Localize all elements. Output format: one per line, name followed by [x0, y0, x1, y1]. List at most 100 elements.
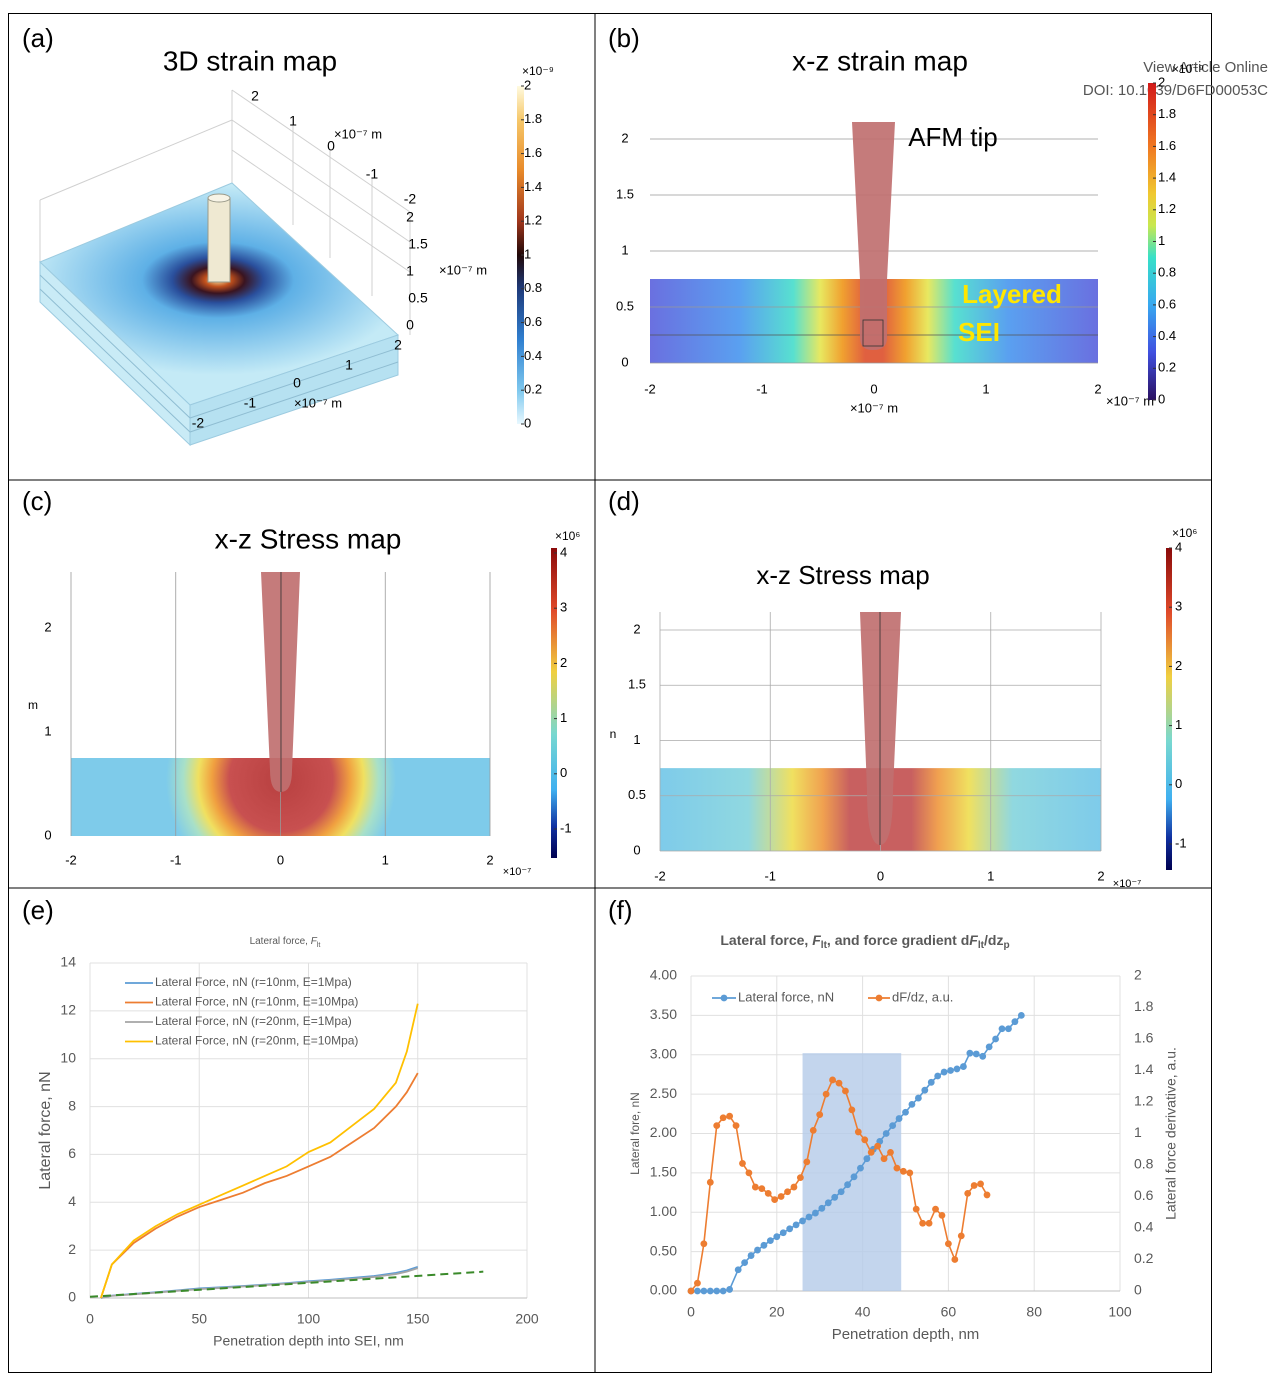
colorbar-tick-label: 0.6 — [524, 314, 542, 329]
y-tick-label: 3.00 — [650, 1045, 677, 1061]
series-marker — [874, 1142, 882, 1150]
series-marker — [945, 1240, 952, 1248]
series-marker — [835, 1079, 843, 1087]
series-marker — [706, 1287, 714, 1295]
series-marker — [970, 1182, 978, 1189]
legend-label: Lateral Force, nN (r=10nm, E=10Mpa) — [155, 995, 358, 1009]
series-marker — [927, 1078, 935, 1086]
series-marker — [850, 1173, 858, 1181]
colorbar-tick-label: 2 — [560, 655, 567, 670]
x-tick-label: 1 — [982, 381, 989, 396]
series-marker — [844, 1181, 851, 1189]
highlight-region — [802, 1053, 902, 1291]
axis-unit: ×10⁻⁷ — [1113, 878, 1141, 890]
axis-tick-label: -1 — [366, 166, 379, 182]
y-tick-label: 0 — [44, 827, 51, 842]
afm-tip — [852, 122, 895, 350]
series-marker — [960, 1063, 967, 1070]
series-marker — [777, 1193, 785, 1200]
title-part: p — [1003, 940, 1009, 951]
y-tick-label: 8 — [68, 1097, 76, 1113]
colorbar-tick-label: 3 — [560, 600, 567, 615]
series-marker — [854, 1128, 862, 1136]
series-marker — [880, 1155, 888, 1163]
series-marker — [700, 1287, 708, 1295]
x-tick-label: -1 — [170, 852, 182, 867]
y-tick-label: 1.50 — [650, 1164, 677, 1180]
title-part: Lateral force, — [720, 932, 812, 948]
colorbar-tick-label: 2 — [1158, 74, 1165, 89]
panel-label: (e) — [22, 895, 54, 925]
colorbar-tick-label: 2 — [524, 77, 531, 92]
colorbar-tick-label: 1.6 — [524, 145, 542, 160]
legend-marker — [875, 994, 883, 1002]
series-marker — [831, 1193, 839, 1201]
legend-label: Lateral Force, nN (r=20nm, E=1Mpa) — [155, 1014, 352, 1028]
colorbar — [1166, 548, 1172, 870]
legend-label: dF/dz, a.u. — [892, 989, 953, 1004]
y-tick-label: 10 — [60, 1049, 76, 1065]
y-tick-label: 0 — [68, 1289, 76, 1305]
axis-tick-label: 0 — [293, 375, 301, 391]
series-marker — [779, 1229, 787, 1237]
series-marker — [1017, 1011, 1025, 1019]
series-marker — [912, 1205, 920, 1213]
colorbar — [551, 548, 557, 858]
colorbar-tick-label: 0.4 — [1158, 328, 1176, 343]
panel-label: (f) — [608, 895, 633, 925]
series-marker — [902, 1108, 909, 1116]
x-tick-label: -2 — [644, 381, 656, 396]
y-tick-label: 2 — [621, 130, 628, 145]
axis-unit: ×10⁻⁷ m — [850, 400, 898, 415]
series-marker — [1011, 1018, 1019, 1026]
axis-unit: ×10⁻⁷ m — [1106, 393, 1154, 408]
series-marker — [732, 1122, 740, 1130]
panel-label: (d) — [608, 486, 640, 516]
series-marker — [773, 1233, 781, 1241]
panel-title: x-z strain map — [792, 45, 968, 76]
panel-label: (b) — [608, 23, 640, 53]
series-marker — [908, 1100, 916, 1108]
y-tick-label: 1 — [633, 732, 640, 747]
series-marker — [792, 1221, 800, 1229]
series-marker — [998, 1025, 1006, 1033]
series-line — [100, 1003, 419, 1299]
title-part: , and force gradient d — [827, 932, 969, 948]
series-marker — [932, 1205, 939, 1213]
x-tick-label: -1 — [764, 868, 776, 883]
colorbar-tick-label: 1 — [560, 710, 567, 725]
series-marker — [940, 1068, 948, 1076]
annotation: AFM tip — [908, 122, 998, 152]
series-marker — [706, 1178, 714, 1186]
series-marker — [895, 1115, 903, 1122]
y-tick-label: 2 — [44, 619, 51, 634]
axis-unit: ×10⁻⁷ m — [334, 126, 382, 141]
chart-title: Lateral force, Flt, and force gradient d… — [720, 932, 1009, 951]
panel-a-geometry — [39, 89, 411, 447]
y-tick-label: 4 — [68, 1193, 76, 1209]
series-marker — [861, 1136, 869, 1144]
series-line — [100, 1072, 419, 1299]
series-marker — [766, 1237, 774, 1244]
chart-title: Lateral force, Flt — [250, 936, 321, 949]
x-tick-label: 40 — [855, 1304, 871, 1320]
axis-tick-label: 1.5 — [408, 236, 428, 252]
series-marker — [829, 1076, 836, 1084]
series-marker — [713, 1287, 721, 1295]
y-tick-label: 0 — [633, 842, 640, 857]
series-marker — [719, 1114, 727, 1122]
series-marker — [790, 1183, 798, 1191]
series-marker — [805, 1213, 813, 1221]
y2-tick-label: 1.6 — [1134, 1030, 1154, 1046]
y-tick-label: 1 — [621, 242, 628, 257]
series-marker — [741, 1259, 749, 1267]
x-tick-label: 1 — [987, 868, 994, 883]
colorbar-tick-label: 1.4 — [1158, 170, 1176, 185]
title-part: Lateral force, — [250, 936, 311, 947]
colorbar-tick-label: 0 — [1175, 776, 1182, 791]
y2-axis-label: Lateral force derivative, a.u. — [1163, 1047, 1179, 1220]
axis-tick-label: 2 — [251, 88, 259, 104]
y-tick-label: 0.5 — [616, 298, 634, 313]
panel-title: x-z Stress map — [215, 523, 402, 554]
axis-tick-label: 1 — [345, 357, 353, 373]
